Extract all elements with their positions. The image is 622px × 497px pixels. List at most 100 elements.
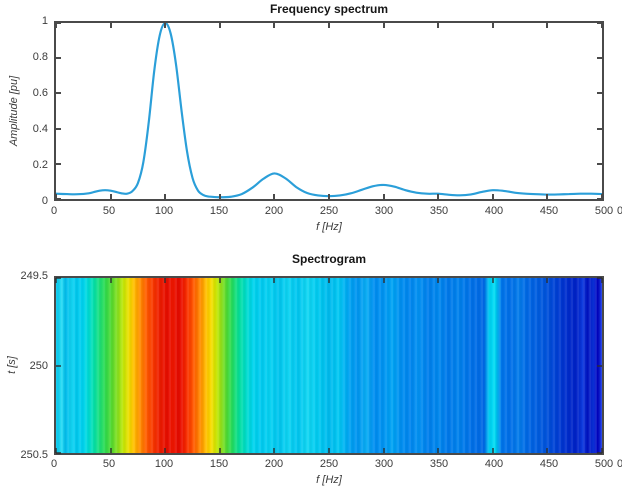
tick-mark [218, 194, 221, 199]
tick-mark [56, 162, 61, 165]
tick-mark [109, 278, 112, 283]
tick-mark [382, 278, 385, 283]
x-tick-label: 350 [429, 205, 449, 217]
y-tick-label: 249.5 [20, 270, 48, 282]
x-tick-label: 100 [154, 205, 174, 217]
tick-mark [56, 22, 61, 24]
tick-mark [437, 448, 440, 453]
x-tick-label: 500 [594, 458, 614, 470]
spectrogram-xtick-labels: 0 50 100 150 200 250 300 350 400 450 500 0 [50, 458, 622, 472]
y-tick-label: 0.2 [32, 159, 48, 171]
tick-mark [601, 194, 603, 199]
x-tick-label: 150 [209, 205, 229, 217]
tick-mark [109, 448, 112, 453]
tick-mark [328, 278, 330, 283]
tick-mark [382, 23, 385, 28]
tick-mark [164, 194, 167, 199]
x-tick-label: 250 [319, 458, 339, 470]
spectrogram-xlabel: f [Hz] [316, 474, 342, 486]
x-tick-label: 100 [154, 458, 174, 470]
tick-mark [597, 364, 602, 367]
tick-mark [382, 448, 385, 453]
tick-mark [597, 92, 602, 95]
tick-mark [109, 23, 112, 28]
tick-mark [218, 278, 221, 283]
x-tick-label: 400 [484, 205, 504, 217]
tick-mark [164, 448, 167, 453]
tick-mark [273, 448, 276, 453]
tick-mark [382, 194, 385, 199]
tick-mark [56, 277, 61, 279]
x-tick-label: 200 [264, 458, 284, 470]
x-tick-label: 200 [264, 205, 284, 217]
spectrogram-heatmap [54, 276, 604, 455]
y-tick-label: 250 [29, 359, 48, 372]
spectrum-curve-path [56, 23, 602, 199]
tick-mark [55, 448, 57, 453]
tick-mark [601, 23, 603, 28]
x-tick-label: 150 [209, 458, 229, 470]
tick-mark [218, 448, 221, 453]
tick-mark [597, 452, 602, 454]
frequency-spectrum-ytick-labels: 0 0.2 0.4 0.6 0.8 1 [0, 15, 51, 207]
x-tick-label: 50 [102, 205, 116, 217]
tick-mark [601, 278, 603, 283]
y-tick-label: 0 [41, 195, 48, 207]
frequency-spectrum-xtick-labels: 0 50 100 150 200 250 300 350 400 450 500 0 [50, 205, 622, 219]
spectrogram-ytick-labels: 249.5 250 250.5 [0, 270, 51, 461]
x-tick-label: 250 [319, 205, 339, 217]
x-tick-label: 0 [50, 205, 58, 217]
tick-mark [273, 278, 276, 283]
x-tick-label: 50 [102, 458, 116, 470]
tick-mark [164, 278, 167, 283]
tick-mark [546, 194, 549, 199]
tick-mark [437, 278, 440, 283]
x-tick-label: 300 [374, 205, 394, 217]
tick-mark [328, 23, 330, 28]
tick-mark [328, 194, 330, 199]
y-tick-label: 1 [41, 15, 48, 27]
tick-mark [491, 278, 494, 283]
tick-mark [491, 448, 494, 453]
tick-mark [56, 57, 61, 60]
tick-mark [273, 194, 276, 199]
tick-mark [273, 23, 276, 28]
tick-mark [601, 448, 603, 453]
tick-mark [109, 194, 112, 199]
tick-mark [597, 162, 602, 165]
tick-mark [56, 127, 61, 130]
tick-mark [491, 194, 494, 199]
tick-mark [55, 23, 57, 28]
tick-mark [546, 23, 549, 28]
tick-mark [597, 57, 602, 60]
tick-mark [55, 194, 57, 199]
tick-mark [56, 364, 61, 367]
frequency-spectrum-title: Frequency spectrum [269, 2, 389, 16]
tick-mark [56, 452, 61, 454]
tick-mark [597, 198, 602, 200]
x-tick-label: 450 [539, 205, 559, 217]
tick-mark [328, 448, 330, 453]
x-tick-label: 0 [50, 458, 58, 470]
x-tick-label: 500 [594, 205, 614, 217]
x-tick-label: 300 [374, 458, 394, 470]
frequency-spectrum-xlabel: f [Hz] [316, 221, 342, 233]
tick-mark [546, 278, 549, 283]
tick-mark [597, 22, 602, 24]
clipped-glyph: 0 [617, 458, 622, 470]
tick-mark [491, 23, 494, 28]
tick-mark [218, 23, 221, 28]
spectrogram-title: Spectrogram [291, 252, 367, 266]
tick-mark [437, 194, 440, 199]
tick-mark [597, 127, 602, 130]
x-tick-label: 400 [484, 458, 504, 470]
tick-mark [56, 198, 61, 200]
y-tick-label: 0.6 [32, 87, 48, 99]
y-tick-label: 0.8 [32, 51, 48, 63]
frequency-spectrum-axes [54, 21, 604, 201]
tick-mark [55, 278, 57, 283]
tick-mark [164, 23, 167, 28]
tick-mark [546, 448, 549, 453]
tick-mark [437, 23, 440, 28]
